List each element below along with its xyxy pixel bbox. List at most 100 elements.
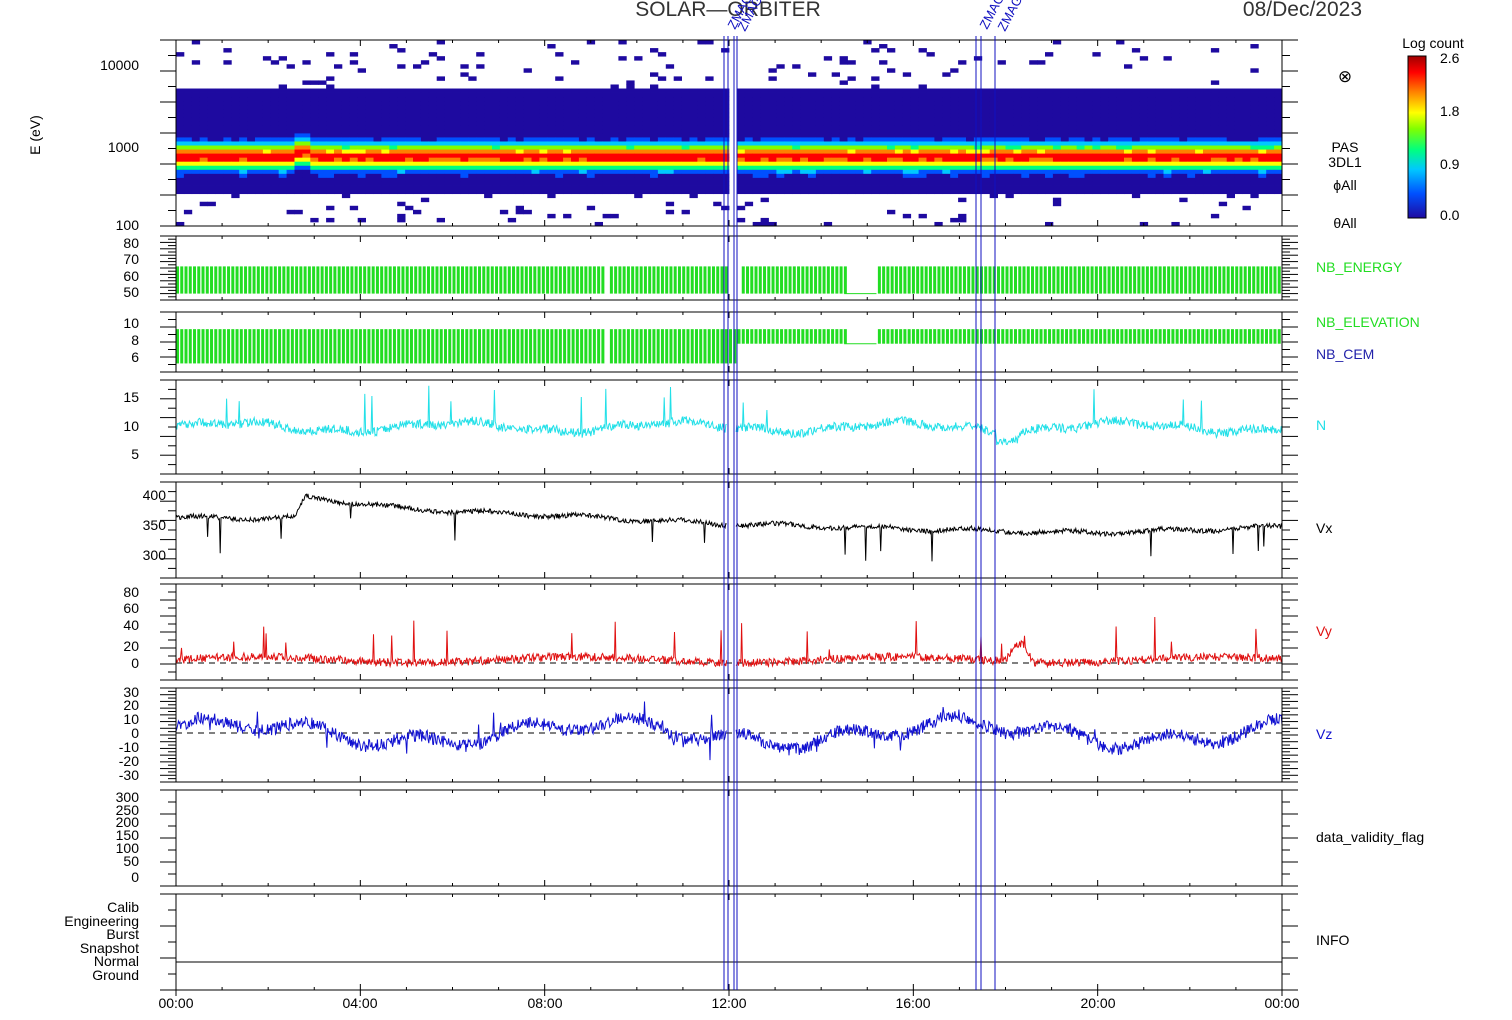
spectrogram-cell [310,96,319,102]
spectrogram-cell [808,185,817,191]
spectrogram-cell [1013,161,1022,166]
spectrogram-cell [673,116,682,122]
spectrogram-cell [1045,96,1054,102]
spectrogram-cell [365,189,374,195]
spectrogram-cell [665,104,675,110]
spectrogram-cell [1060,189,1070,195]
spectrogram-cell [610,108,619,114]
spectrogram-cell [1116,128,1125,134]
spectrogram-cell [760,165,769,170]
spectrogram-cell [278,157,287,162]
spectrogram-cell [926,145,935,150]
spectrogram-cell [855,141,864,146]
spectrogram-cell [1234,120,1243,126]
spectrogram-cell [1021,149,1030,154]
spectrogram-cell [1100,88,1109,93]
spectrogram-cell [1116,96,1125,102]
spectrogram-cell [578,161,588,166]
spectrogram-cell [531,100,540,106]
spectrogram-cell [847,108,856,114]
spectrogram-cell [1116,116,1125,122]
spectrogram-cell [831,116,840,122]
spectrogram-cell [784,104,793,110]
spectrogram-cell [1250,169,1259,174]
nb-elevation-bar [763,329,767,344]
spectrogram-cell [879,185,888,191]
spectrogram-cell [1076,137,1085,142]
spectrogram-cell [744,116,754,122]
spectrogram-cell [831,120,840,126]
spectrogram-cell [476,133,485,138]
spectrogram-cell [1266,128,1275,134]
spectrogram-cell [815,145,825,150]
nb-elevation-bar [1077,329,1081,344]
spectrogram-cell [997,169,1006,174]
spectrogram-cell [1068,116,1077,122]
spectrogram-cell [768,153,777,158]
spectrogram-cell [326,96,335,102]
spectrogram-cell [278,189,287,195]
spectrogram-cell [1045,173,1054,178]
spectrogram-cell [800,141,809,146]
spectrogram-cell [855,124,864,130]
spectrogram-cell [1045,137,1054,142]
series-label: NB_CEM [1316,346,1374,362]
spectrogram-cell [1163,181,1172,186]
spectrogram-cell [966,92,975,98]
spectrogram-cell [981,177,991,182]
spectrogram-cell [1203,92,1212,98]
spectrogram-cell [721,128,730,134]
spectrogram-cell [1171,149,1180,154]
nb-elevation-bar [920,329,924,344]
spectrogram-cell [634,137,643,142]
nb-energy-bar [1247,266,1251,294]
spectrogram-cell [1108,88,1117,93]
spectrogram-cell [665,149,675,154]
spectrogram-cell [950,141,959,146]
spectrogram-cell [1163,116,1172,122]
y-tick-label: Engineering [64,913,139,929]
spectrogram-cell [926,108,935,114]
spectrogram-cell [1005,177,1014,182]
spectrogram-cell [507,104,517,110]
spectrogram-cell [831,153,840,158]
spectrogram-cell [1139,173,1149,178]
spectrogram-cell [973,177,983,182]
spectrogram-cell [634,181,643,186]
spectrogram-cell [1108,165,1117,170]
spectrogram-cell [365,96,374,102]
spectrogram-cell [563,100,572,106]
spectrogram-cell [1266,120,1275,126]
spectrogram-cell [428,52,438,57]
spectrogram-cell [1124,137,1133,142]
spectrogram-cell [1218,181,1228,186]
spectrogram-cell [760,157,769,162]
spectrogram-cell [1210,96,1220,102]
spectrogram-cell [405,96,414,102]
spectrogram-cell [1155,92,1164,98]
spectrogram-cell [910,141,919,146]
nb-elevation-bar [682,329,686,364]
spectrogram-cell [736,112,746,118]
spectrogram-cell [1124,153,1133,158]
spectrogram-cell [1139,128,1149,134]
spectrogram-cell [492,161,501,166]
spectrogram-cell [721,48,730,53]
spectrogram-cell [1116,173,1125,178]
spectrogram-cell [894,141,904,146]
spectrogram-cell [365,100,374,106]
spectrogram-cell [436,141,445,146]
spectrogram-cell [389,145,398,150]
spectrogram-cell [436,157,445,162]
spectrogram-cell [191,177,201,182]
nb-energy-bar [435,266,439,294]
nb-energy-bar [350,266,354,294]
spectrogram-cell [460,104,469,110]
spectrogram-cell [270,157,280,162]
nb-elevation-bar [439,329,443,364]
spectrogram-cell [1226,141,1235,146]
spectrogram-cell [673,169,682,174]
spectrogram-cell [578,104,588,110]
spectrogram-cell [697,165,706,170]
spectrogram-cell [357,181,366,186]
